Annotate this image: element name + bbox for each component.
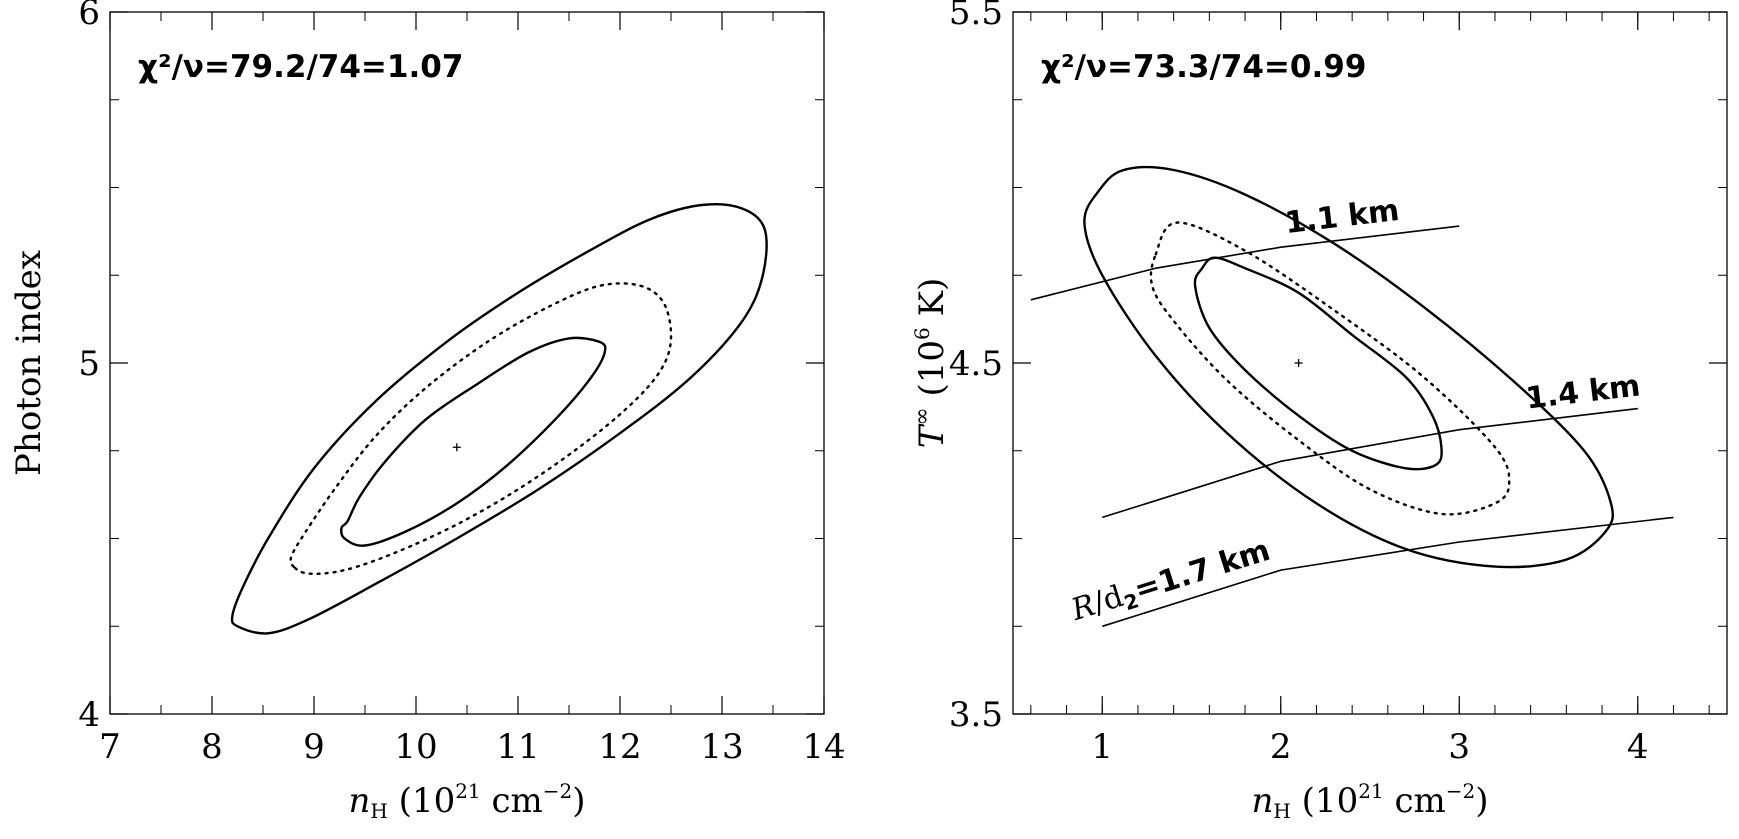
chi-square-annotation: χ²/ν=73.3/74=0.99 — [1041, 49, 1366, 85]
x-tick-label: 4 — [1627, 727, 1649, 767]
plot-area — [1030, 165, 1674, 628]
y-axis-label: T∞ (106 K) — [910, 278, 952, 449]
y-tick-label: 4 — [78, 695, 100, 735]
x-axis-label: nH (1021 cm−2) — [349, 779, 586, 823]
x-tick-label: 12 — [598, 727, 641, 767]
contour-inner — [340, 336, 607, 547]
x-tick-label: 9 — [303, 727, 325, 767]
radius-label-2: 1.4 km — [1524, 368, 1642, 416]
x-tick-label: 2 — [1270, 727, 1292, 767]
x-tick-label: 10 — [394, 727, 437, 767]
x-tick-label: 13 — [700, 727, 743, 767]
y-tick-label: 5.5 — [949, 0, 1003, 33]
x-tick-label: 11 — [496, 727, 539, 767]
left-panel-photon-index: 7 8 9 10 11 12 13 14 4 5 6 nH (1021 cm−2) Photon ind… — [9, 0, 846, 823]
x-tick-label: 3 — [1448, 727, 1470, 767]
contour-inner — [1193, 256, 1443, 471]
x-tick-label: 14 — [802, 727, 845, 767]
contour-middle — [1149, 221, 1511, 516]
chi-square-annotation: χ²/ν=79.2/74=1.07 — [138, 49, 463, 85]
y-tick-label: 4.5 — [949, 344, 1003, 384]
radius-line-1 — [1030, 225, 1460, 301]
x-tick-label: 1 — [1091, 727, 1113, 767]
x-axis-label: nH (1021 cm−2) — [1252, 779, 1489, 823]
plot-frame — [109, 11, 825, 715]
y-tick-label: 5 — [78, 344, 100, 384]
contour-outer — [230, 203, 768, 635]
x-tick-label: 7 — [99, 727, 121, 767]
y-axis-label: Photon index — [9, 250, 49, 476]
plot-area — [230, 203, 768, 635]
right-panel-temperature: 1 2 3 4 3.5 4.5 5.5 nH (1021 cm−2) T∞ (106 K) χ²/… — [910, 0, 1728, 823]
y-tick-label: 3.5 — [949, 695, 1003, 735]
contour-outer — [1083, 165, 1615, 569]
radius-line-2 — [1102, 407, 1638, 519]
radius-line-3 — [1102, 516, 1674, 628]
x-tick-label: 8 — [201, 727, 223, 767]
y-tick-label: 6 — [78, 0, 100, 33]
radius-label-1: 1.1 km — [1283, 193, 1401, 241]
